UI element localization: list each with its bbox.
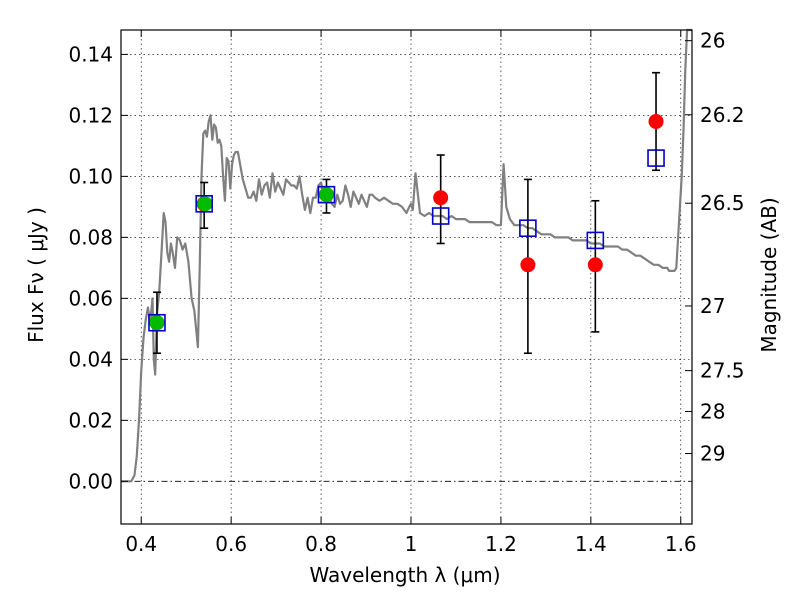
y-tick-label: 0.10: [68, 164, 113, 188]
model-band-marker: [148, 313, 166, 332]
observed-point: [587, 257, 603, 273]
y-axis-label: Flux Fν ( μJy ): [24, 207, 48, 343]
y2-tick-label: 26.2: [700, 103, 745, 127]
y2-tick-label: 28: [700, 399, 725, 423]
y-tick-label: 0.04: [68, 347, 113, 371]
model-band-marker: [317, 185, 336, 204]
model-sed-line: [121, 28, 692, 483]
model-band-marker: [647, 149, 665, 167]
x-tick-label: 0.6: [215, 532, 247, 556]
x-axis-ticks: 0.4 0.6 0.8 1 1.2 1.4 1.6: [125, 30, 697, 556]
alt-observed-points: [149, 187, 334, 331]
y-tick-label: 0.12: [68, 103, 113, 127]
model-band-markers: [148, 149, 665, 332]
x-tick-label: 1.4: [575, 532, 607, 556]
y2-tick-label: 27.5: [700, 359, 745, 383]
y-tick-label: 0.00: [68, 469, 113, 493]
y2-tick-label: 26: [700, 29, 725, 53]
y-tick-label: 0.14: [68, 42, 113, 66]
model-band-marker: [431, 207, 450, 225]
x-axis-label: Wavelength λ (μm): [309, 563, 500, 587]
y-tick-label: 0.02: [68, 408, 113, 432]
y2-axis-ticks: 26 26.2 26.5 27 27.5 28 29: [685, 29, 745, 466]
model-band-marker: [586, 231, 605, 250]
x-tick-label: 0.4: [125, 532, 157, 556]
observed-point: [520, 257, 536, 273]
alt-observed-point: [149, 315, 165, 331]
x-tick-label: 1.2: [485, 532, 517, 556]
y-axis-ticks: 0.00 0.02 0.04 0.06 0.08 0.10 0.12 0.14: [68, 42, 128, 493]
model-band-marker: [519, 219, 537, 238]
y2-axis-label: Magnitude (AB): [757, 197, 781, 352]
plot-frame: [120, 29, 693, 525]
alt-observed-point: [318, 187, 334, 203]
y2-tick-label: 29: [700, 442, 725, 466]
y2-tick-label: 27: [700, 294, 725, 318]
observed-point: [648, 113, 664, 129]
observed-point: [433, 190, 449, 206]
x-tick-label: 1: [405, 532, 418, 556]
x-tick-label: 0.8: [305, 532, 337, 556]
y-tick-label: 0.06: [68, 286, 113, 310]
model-band-marker: [195, 195, 213, 213]
y-tick-label: 0.08: [68, 225, 113, 249]
y2-tick-label: 26.5: [700, 191, 745, 215]
x-tick-label: 1.6: [665, 532, 697, 556]
alt-observed-point: [197, 196, 213, 212]
grid-lines: [121, 30, 692, 524]
